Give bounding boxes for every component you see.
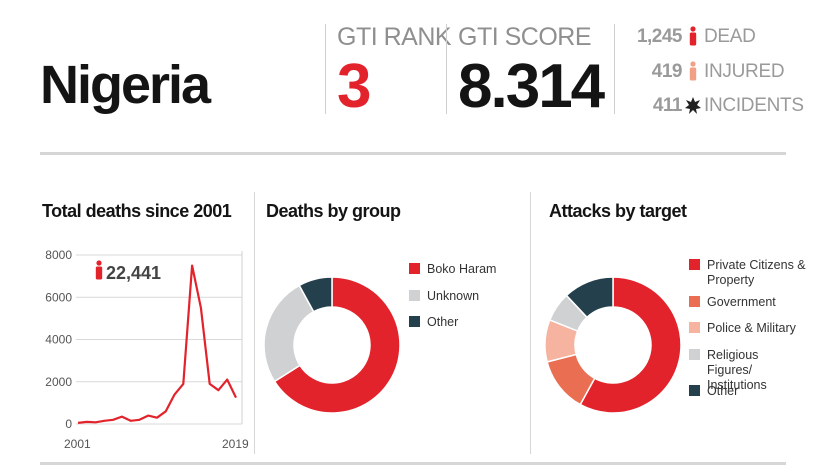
casualty-dead-row: 1,245 DEAD — [624, 26, 756, 46]
injured-label: INJURED — [704, 60, 785, 82]
x-tick-label-end: 2019 — [222, 437, 249, 451]
incidents-label: INCIDENTS — [704, 95, 804, 116]
group-chart-title: Deaths by group — [266, 201, 401, 221]
legend-label: Unknown — [427, 289, 480, 303]
y-tick-label: 2000 — [45, 375, 72, 389]
y-tick-label: 4000 — [45, 333, 72, 347]
dead-count: 1,245 — [636, 25, 683, 47]
legend-swatch — [689, 322, 700, 333]
panel-divider — [530, 192, 531, 454]
legend-swatch — [689, 259, 700, 270]
legend-label: Government — [707, 295, 776, 309]
donut-slice — [273, 276, 401, 414]
gti-score-label: GTI SCORE — [458, 23, 592, 51]
total-annotation: 22,441 — [95, 260, 161, 283]
header-divider — [446, 24, 447, 114]
donut-slice — [263, 284, 315, 383]
total-deaths-value: 22,441 — [106, 263, 161, 283]
legend-label: Religious Figures/ Institutions — [707, 348, 767, 392]
header-rule — [40, 152, 786, 155]
explosion-icon — [682, 96, 704, 115]
gti-score-value: 8.314 — [458, 52, 605, 121]
donut-slice — [565, 276, 614, 319]
x-tick-label-start: 2001 — [64, 437, 91, 451]
person-icon — [682, 61, 704, 81]
person-icon — [682, 26, 704, 46]
incidents-count: 411 — [652, 95, 683, 116]
legend-label: Other — [707, 384, 739, 398]
legend-item: Religious Figures/ Institutions — [689, 348, 807, 393]
gti-rank-value: 3 — [337, 52, 372, 121]
footer-rule — [40, 462, 786, 465]
legend-item: Unknown — [409, 289, 479, 304]
legend-label: Private Citizens & Property — [707, 258, 806, 287]
legend-item: Other — [409, 315, 458, 330]
group-donut-chart — [263, 276, 401, 414]
donut-slice — [579, 276, 682, 414]
deaths-series-line — [77, 264, 237, 424]
legend-item: Boko Haram — [409, 262, 496, 277]
legend-swatch — [689, 385, 700, 396]
legend-label: Other — [427, 315, 459, 329]
y-tick-label: 6000 — [45, 290, 72, 304]
donut-slice — [298, 276, 333, 313]
legend-swatch — [409, 290, 420, 301]
legend-swatch — [689, 296, 700, 307]
gti-rank-label: GTI RANK — [337, 23, 452, 51]
legend-swatch — [409, 316, 420, 327]
legend-item: Other — [689, 384, 738, 399]
legend-swatch — [689, 349, 700, 360]
y-tick-label: 8000 — [45, 248, 72, 262]
header-divider — [325, 24, 326, 114]
casualty-injured-row: 419 INJURED — [624, 60, 785, 82]
y-tick-label: 0 — [65, 417, 72, 431]
injured-count: 419 — [651, 60, 683, 82]
legend-item: Government — [689, 295, 776, 310]
legend-label: Boko Haram — [427, 262, 497, 276]
deaths-line-chart: 0 2000 4000 6000 8000 2001 2019 22,441 — [45, 248, 249, 451]
target-chart-title: Attacks by target — [549, 201, 687, 221]
legend-item: Private Citizens & Property — [689, 258, 807, 288]
legend-swatch — [409, 263, 420, 274]
line-chart-title: Total deaths since 2001 — [42, 201, 232, 221]
header-divider — [614, 24, 615, 114]
panel-divider — [254, 192, 255, 454]
casualty-incidents-row: 411 INCIDENTS — [624, 96, 804, 115]
country-title: Nigeria — [40, 55, 211, 115]
legend-label: Police & Military — [707, 321, 796, 335]
legend-item: Police & Military — [689, 321, 796, 336]
person-icon — [95, 260, 103, 280]
target-donut-chart — [544, 276, 682, 414]
dead-label: DEAD — [704, 25, 756, 47]
